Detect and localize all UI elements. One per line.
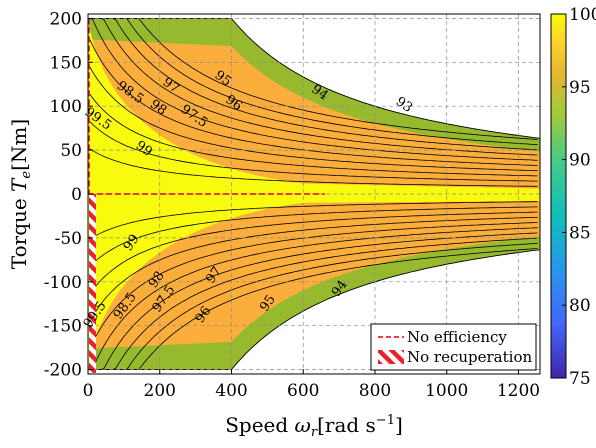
contour-line-99.5-motoring [89,148,538,187]
x-tick-label-1000: 1000 [425,381,468,401]
fill-generating-mid [88,194,540,349]
x-tick-label-0: 0 [83,381,94,401]
contour-line-98.5-motoring [89,93,538,177]
special-regions [88,18,325,373]
legend-no-efficiency-label: No efficiency [407,328,507,346]
contour-line-96-motoring [89,18,538,156]
colorbar-ticks: 100 95 90 85 80 75 [562,5,596,389]
fill-motoring-mid [88,39,540,194]
contour-line-97.5-motoring [89,39,538,166]
y-tick-label-100: 100 [50,97,82,117]
no-recuperation-region [89,194,96,373]
x-tick-label-1200: 1200 [497,381,540,401]
envelope-motoring [88,17,541,139]
colorbar [550,13,567,379]
contour-line-98.5-generating [89,211,538,295]
envelope-generating [88,249,541,371]
contour-line-99.5-generating [89,201,538,240]
y-tick-label-50: 50 [60,141,82,161]
legend-no-recuperation-swatch [378,350,404,364]
y-tick-label--200: -200 [44,361,82,381]
x-tick-label-200: 200 [144,381,176,401]
x-tick-label-400: 400 [215,381,247,401]
contour-line-99-generating [89,206,538,267]
contour-line-layer [88,17,541,371]
y-tick-label-0: 0 [71,185,82,205]
x-axis-ticks: 0 200 400 600 800 1000 1200 [83,369,540,401]
contour-line-94-motoring [89,18,538,146]
contour-line-99-motoring [89,121,538,182]
x-axis-label: Speed ωr[rad s−1] [225,413,403,440]
y-tick-label-200: 200 [50,9,82,29]
contour-line-93-generating [89,248,538,370]
legend-no-recuperation-label: No recuperation [407,348,532,366]
colorbar-tick-label-95: 95 [569,78,591,98]
x-tick-label-800: 800 [359,381,391,401]
y-tick-label--50: -50 [55,229,82,249]
y-axis-ticks: 200 150 100 50 0 -50 -100 -150 -200 [44,9,93,381]
y-tick-label--150: -150 [44,317,82,337]
y-tick-label--100: -100 [44,273,82,293]
contour-line-95-generating [89,237,538,370]
contour-line-96-generating [89,232,538,370]
colorbar-tick-label-80: 80 [569,296,591,316]
colorbar-tick-label-90: 90 [569,151,591,171]
contour-line-97-generating [89,227,538,370]
contour-line-98-generating [89,216,538,322]
legend: No efficiency No recuperation [370,323,537,371]
contour-line-95-motoring [89,18,538,151]
colorbar-tick-label-85: 85 [569,223,591,243]
colorbar-tick-label-75: 75 [569,369,591,389]
contour-line-98-motoring [89,66,538,172]
colorbar-tick-label-100: 100 [569,5,596,25]
y-tick-label-150: 150 [50,53,82,73]
contour-line-94-generating [89,242,538,370]
contour-line-97.5-generating [89,222,538,349]
contour-line-93-motoring [89,18,538,140]
x-tick-label-600: 600 [287,381,319,401]
y-axis-label: Torque Te[Nm] [7,119,34,269]
contour-line-97-motoring [89,18,538,161]
